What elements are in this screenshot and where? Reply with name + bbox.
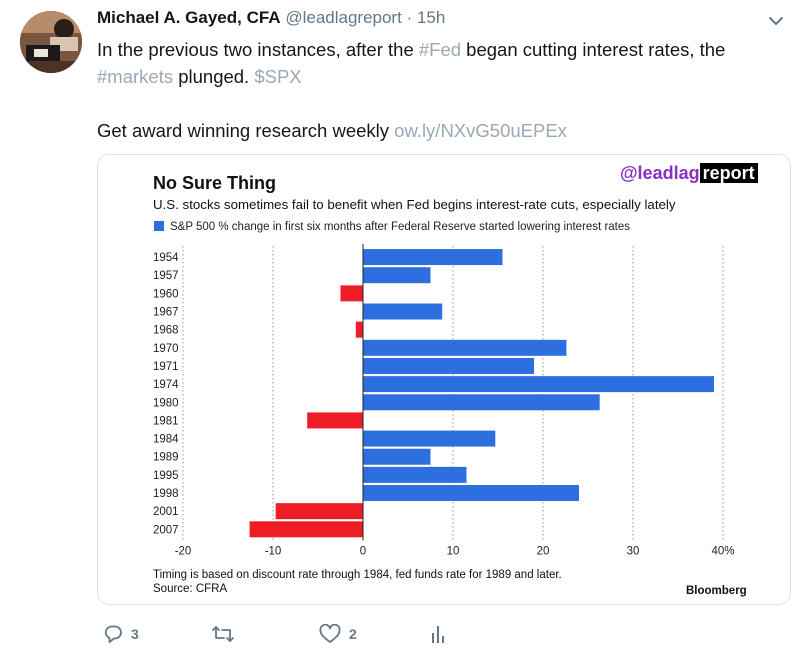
author-handle[interactable]: @leadlagreport [285, 8, 402, 27]
bar [363, 394, 600, 411]
x-tick-label: 20 [537, 545, 550, 557]
text-segment: plunged. [173, 66, 255, 87]
action-bar: 3 2 [0, 620, 802, 650]
tweet-text: In the previous two instances, after the… [97, 36, 787, 144]
y-tick-label: 1989 [153, 452, 179, 464]
bar [249, 521, 363, 538]
reply-icon [104, 625, 122, 643]
bar [363, 357, 534, 374]
bar [363, 466, 467, 483]
bar [307, 412, 363, 429]
y-tick-label: 1974 [153, 379, 179, 391]
x-tick-label: 10 [447, 545, 460, 557]
retweet-icon [212, 626, 234, 642]
separator-dot: · [406, 8, 413, 27]
watermark-part-a: @leadlag [620, 163, 700, 183]
y-tick-label: 1957 [153, 270, 179, 282]
media-card[interactable]: -20 -10 0 10 20 30 40% 1954 1957 1960 1967 1968 1970… [97, 154, 791, 605]
tweet-paragraph-1: In the previous two instances, after the… [97, 36, 787, 90]
bar-chart: -20 -10 0 10 20 30 40% 1954 1957 1960 1967 1968 1970… [153, 244, 735, 557]
author-line: Michael A. Gayed, CFA @leadlagreport · 1… [97, 8, 445, 28]
legend-label: S&P 500 % change in first six months aft… [170, 221, 631, 233]
y-tick-label: 1984 [153, 434, 179, 446]
like-count: 2 [349, 626, 357, 642]
heart-icon [319, 624, 341, 643]
research-link[interactable]: ow.ly/NXvG50uEPEx [394, 120, 567, 141]
bar [363, 267, 431, 284]
chart-source: Source: CFRA [153, 583, 228, 595]
bar [363, 430, 496, 447]
y-tick-label: 1967 [153, 307, 179, 319]
chart-footnote: Timing is based on discount rate through… [153, 569, 562, 581]
like-button[interactable]: 2 [319, 624, 357, 644]
x-tick-label: 40% [711, 545, 734, 557]
avatar[interactable] [20, 11, 82, 73]
x-tick-label: 0 [360, 545, 366, 557]
chevron-down-icon[interactable] [766, 13, 786, 29]
bar [355, 321, 363, 338]
y-tick-label: 1968 [153, 325, 179, 337]
bloomberg-logo: Bloomberg [686, 585, 747, 597]
y-tick-label: 1971 [153, 361, 179, 373]
y-tick-label: 1995 [153, 470, 179, 482]
chart-subtitle: U.S. stocks sometimes fail to benefit wh… [153, 197, 676, 212]
chart-title: No Sure Thing [153, 173, 276, 193]
y-tick-label: 2007 [153, 524, 179, 536]
x-tick-label: 30 [627, 545, 640, 557]
y-tick-label: 1980 [153, 397, 179, 409]
y-tick-label: 1970 [153, 343, 179, 355]
analytics-button[interactable] [429, 624, 447, 644]
watermark-logo: @leadlag report [620, 163, 758, 184]
watermark-part-b: report [699, 163, 758, 183]
y-tick-label: 1954 [153, 252, 179, 264]
x-tick-label: -10 [265, 545, 282, 557]
y-tick-label: 1998 [153, 488, 179, 500]
y-tick-label: 1981 [153, 415, 179, 427]
reply-button[interactable]: 3 [103, 624, 139, 644]
legend-swatch [154, 221, 164, 231]
text-segment: Get award winning research weekly [97, 120, 395, 141]
hashtag-markets[interactable]: #markets [97, 66, 174, 87]
retweet-button[interactable] [211, 624, 243, 644]
cashtag-spx[interactable]: $SPX [254, 66, 302, 87]
y-tick-label: 2001 [153, 506, 179, 518]
chart-legend: S&P 500 % change in first six months aft… [154, 221, 630, 233]
bar [340, 285, 363, 302]
bar [363, 339, 567, 356]
text-segment: began cutting interest rates, the [461, 39, 726, 60]
bar [363, 376, 714, 393]
bar [363, 485, 579, 502]
analytics-icon [432, 626, 444, 643]
bar [363, 448, 431, 465]
x-tick-label: -20 [175, 545, 192, 557]
tweet-paragraph-2: Get award winning research weekly ow.ly/… [97, 117, 787, 144]
reply-count: 3 [131, 626, 139, 642]
text-segment: In the previous two instances, after the [97, 39, 419, 60]
bar [363, 303, 443, 320]
bar [275, 503, 363, 520]
hashtag-fed[interactable]: #Fed [418, 39, 462, 60]
timestamp[interactable]: 15h [416, 8, 446, 27]
avatar-image [20, 11, 82, 73]
author-name[interactable]: Michael A. Gayed, CFA [97, 8, 281, 27]
bar [363, 249, 503, 266]
y-tick-label: 1960 [153, 288, 179, 300]
